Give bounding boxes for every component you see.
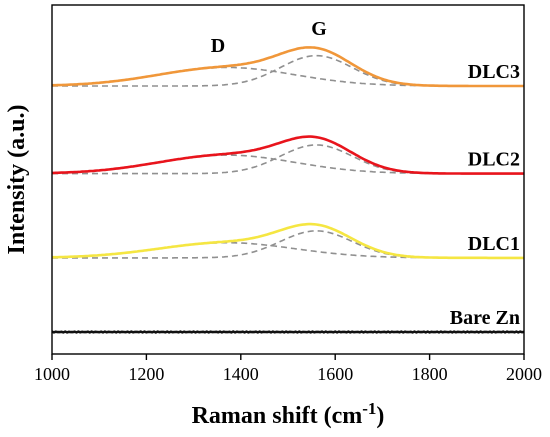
x-tick-label: 1600 xyxy=(317,364,353,384)
x-tick-label: 1000 xyxy=(34,364,70,384)
x-tick-label: 2000 xyxy=(506,364,542,384)
x-axis-title-sup: -1 xyxy=(362,399,376,418)
plot-lines xyxy=(51,46,525,334)
dlc3-label: DLC3 xyxy=(468,61,520,83)
annotation-d: D xyxy=(211,35,225,57)
chart-annotations: DG xyxy=(211,18,327,57)
dlc3-spectrum-line xyxy=(51,46,524,88)
bare-zn-label: Bare Zn xyxy=(450,307,520,329)
bare-zn-spectrum-line xyxy=(51,330,525,334)
x-axis-title: Raman shift (cm-1) xyxy=(192,399,385,430)
x-axis-title-main: Raman shift (cm xyxy=(192,403,363,429)
dlc1-d-band-fit xyxy=(51,241,524,259)
dlc1-label: DLC1 xyxy=(468,233,520,255)
dlc3-d-band-fit xyxy=(51,66,524,87)
dlc2-d-band-fit xyxy=(52,154,524,175)
x-tick-label: 1400 xyxy=(223,364,259,384)
x-tick-label: 1200 xyxy=(128,364,164,384)
dlc2-spectrum-line xyxy=(52,135,524,175)
dlc1-spectrum-line xyxy=(51,222,524,260)
annotation-g: G xyxy=(311,18,327,40)
y-axis-title: Intensity (a.u.) xyxy=(4,104,30,254)
x-axis-ticks: 1000 1200 1400 1600 1800 2000 xyxy=(34,354,542,384)
x-tick-label: 1800 xyxy=(412,364,448,384)
plot-frame xyxy=(51,4,525,355)
dlc2-g-band-fit xyxy=(52,144,524,175)
series-labels: DLC3 DLC2 DLC1 Bare Zn xyxy=(450,61,520,329)
dlc2-label: DLC2 xyxy=(468,149,520,171)
x-axis-title-suffix: ) xyxy=(376,403,384,429)
